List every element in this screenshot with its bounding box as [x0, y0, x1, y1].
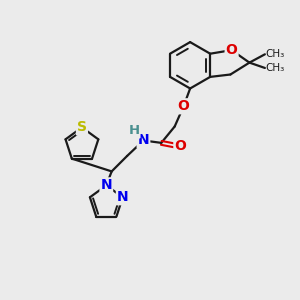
Text: S: S	[77, 120, 87, 134]
Text: O: O	[178, 99, 190, 113]
Text: N: N	[117, 190, 128, 204]
Text: O: O	[174, 140, 186, 153]
Text: O: O	[226, 43, 238, 57]
Text: H: H	[128, 124, 140, 137]
Text: CH₃: CH₃	[266, 49, 285, 59]
Text: N: N	[100, 178, 112, 192]
Text: N: N	[138, 134, 149, 148]
Text: CH₃: CH₃	[266, 63, 285, 73]
